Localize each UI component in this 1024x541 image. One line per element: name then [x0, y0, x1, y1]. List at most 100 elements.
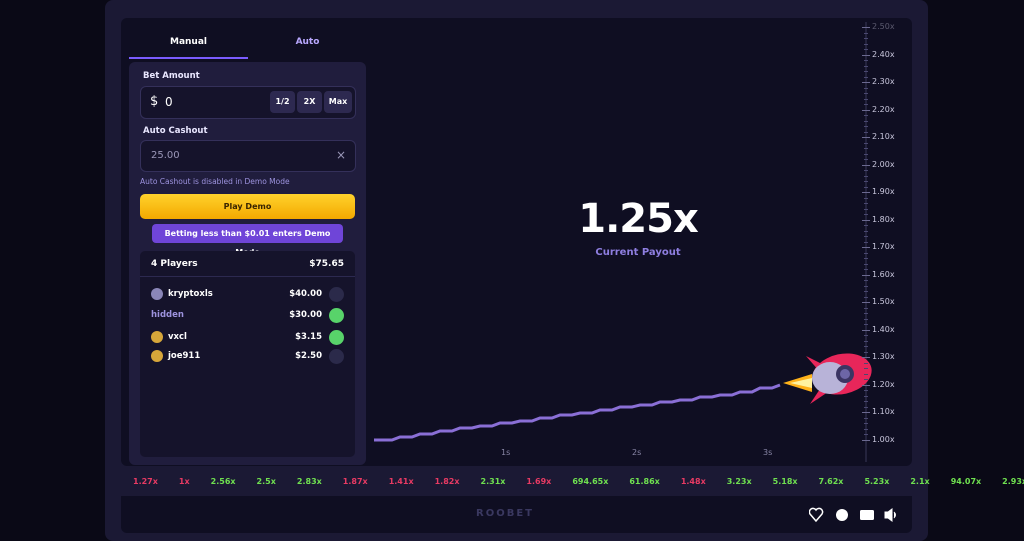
- history-multiplier[interactable]: 5.23x: [864, 477, 890, 486]
- time-label: 2s: [632, 448, 642, 457]
- y-tick: [862, 357, 870, 358]
- player-name: joe911: [168, 351, 201, 361]
- currency-icon: [329, 308, 344, 323]
- y-tick: [862, 109, 870, 111]
- y-minor-tick: [864, 65, 868, 67]
- history-multiplier[interactable]: 2.1x: [910, 477, 930, 486]
- y-minor-tick: [864, 153, 868, 155]
- player-name: kryptoxls: [168, 289, 213, 299]
- y-minor-tick: [864, 120, 868, 122]
- y-scale-label: 1.50x: [872, 297, 895, 306]
- history-multiplier[interactable]: 2.56x: [210, 477, 236, 486]
- y-minor-tick: [864, 368, 868, 369]
- history-multiplier[interactable]: 694.65x: [572, 477, 609, 486]
- y-minor-tick: [864, 291, 868, 292]
- y-minor-tick: [864, 318, 868, 320]
- auto-cashout-label: Auto Cashout: [143, 126, 208, 136]
- y-minor-tick: [864, 296, 868, 298]
- players-count: 4 Players: [151, 259, 198, 269]
- y-minor-tick: [864, 307, 868, 309]
- y-minor-tick: [864, 428, 868, 430]
- y-minor-tick: [864, 214, 868, 215]
- y-minor-tick: [864, 236, 868, 237]
- rocket: [783, 353, 872, 404]
- history-multiplier[interactable]: 2.31x: [480, 477, 506, 486]
- y-minor-tick: [864, 423, 868, 424]
- y-tick: [862, 164, 870, 166]
- y-minor-tick: [864, 76, 868, 78]
- max-button[interactable]: Max: [324, 91, 352, 113]
- y-tick: [862, 137, 870, 138]
- y-minor-tick: [864, 313, 868, 314]
- history-multiplier[interactable]: 7.62x: [818, 477, 844, 486]
- history-multiplier[interactable]: 1.41x: [388, 477, 414, 486]
- y-minor-tick: [864, 241, 868, 243]
- currency-icon: [329, 349, 344, 364]
- y-minor-tick: [864, 208, 868, 210]
- tab-manual[interactable]: Manual: [169, 37, 207, 47]
- history-multiplier[interactable]: 1x: [178, 477, 190, 486]
- half-button[interactable]: 1/2: [270, 91, 295, 113]
- bet-label: Bet Amount: [143, 71, 200, 81]
- history-multiplier[interactable]: 1.48x: [680, 477, 706, 486]
- y-minor-tick: [864, 401, 868, 402]
- y-minor-tick: [864, 197, 868, 199]
- clear-button[interactable]: ×: [335, 148, 346, 162]
- player-avatar: [151, 288, 163, 300]
- y-scale-label: 1.40x: [872, 324, 895, 334]
- history-multiplier[interactable]: 1.82x: [434, 477, 460, 486]
- y-minor-tick: [864, 340, 868, 342]
- y-minor-tick: [864, 49, 868, 50]
- auto-cashout-value: 25.00: [151, 150, 180, 161]
- history-multiplier[interactable]: 5.18x: [772, 477, 798, 486]
- y-minor-tick: [864, 373, 868, 375]
- history-multiplier[interactable]: 61.86x: [629, 477, 660, 486]
- keyboard-icon[interactable]: [860, 510, 874, 520]
- currency-icon: [329, 287, 344, 302]
- footer-icons: [809, 507, 896, 523]
- double-button[interactable]: 2X: [297, 91, 322, 113]
- y-scale-label: 1.60x: [872, 269, 895, 279]
- y-minor-tick: [864, 390, 868, 391]
- y-minor-tick: [864, 203, 868, 204]
- play-button[interactable]: Play Demo: [140, 194, 355, 219]
- bet-input[interactable]: $ 0 1/2 2X Max: [140, 86, 356, 119]
- tab-auto[interactable]: Auto: [295, 37, 320, 47]
- y-minor-tick: [864, 280, 868, 281]
- history-multiplier[interactable]: 1.69x: [526, 477, 552, 486]
- y-scale-label: 1.10x: [872, 407, 895, 416]
- favorite-icon[interactable]: [809, 507, 824, 523]
- info-icon[interactable]: [836, 509, 848, 521]
- history-multiplier[interactable]: 2.93x: [1002, 477, 1024, 486]
- y-minor-tick: [864, 324, 868, 325]
- history-multiplier[interactable]: 3.23x: [726, 477, 752, 486]
- history-multiplier[interactable]: 1.87x: [342, 477, 368, 486]
- brand-logo: ROOBET: [476, 508, 534, 519]
- y-tick: [862, 219, 870, 221]
- auto-cashout-input[interactable]: 25.00 ×: [140, 140, 356, 172]
- y-minor-tick: [864, 60, 868, 61]
- history-multiplier[interactable]: 94.07x: [950, 477, 982, 486]
- y-scale-label: 2.10x: [872, 132, 895, 141]
- y-minor-tick: [864, 417, 868, 419]
- player-amount: $30.00: [289, 310, 322, 320]
- y-scale-label: 2.40x: [872, 49, 895, 59]
- y-tick: [862, 54, 870, 56]
- player-amount: $2.50: [295, 351, 322, 361]
- demo-note: Auto Cashout is disabled in Demo Mode: [140, 177, 290, 186]
- player-avatar: [151, 350, 163, 362]
- tab-underline: [129, 57, 248, 59]
- y-minor-tick: [864, 142, 868, 144]
- history-multiplier[interactable]: 2.5x: [256, 477, 276, 486]
- history-multiplier[interactable]: 1.27x: [133, 477, 158, 486]
- payout-label: Current Payout: [595, 247, 681, 258]
- y-minor-tick: [864, 351, 868, 353]
- y-scale-label: 2.20x: [872, 104, 895, 114]
- history-multiplier[interactable]: 2.83x: [296, 477, 322, 486]
- players-total: $75.65: [309, 259, 344, 269]
- player-row: hidden $30.00: [151, 308, 344, 324]
- sound-icon[interactable]: [884, 508, 896, 522]
- y-scale-label: 1.70x: [872, 242, 895, 251]
